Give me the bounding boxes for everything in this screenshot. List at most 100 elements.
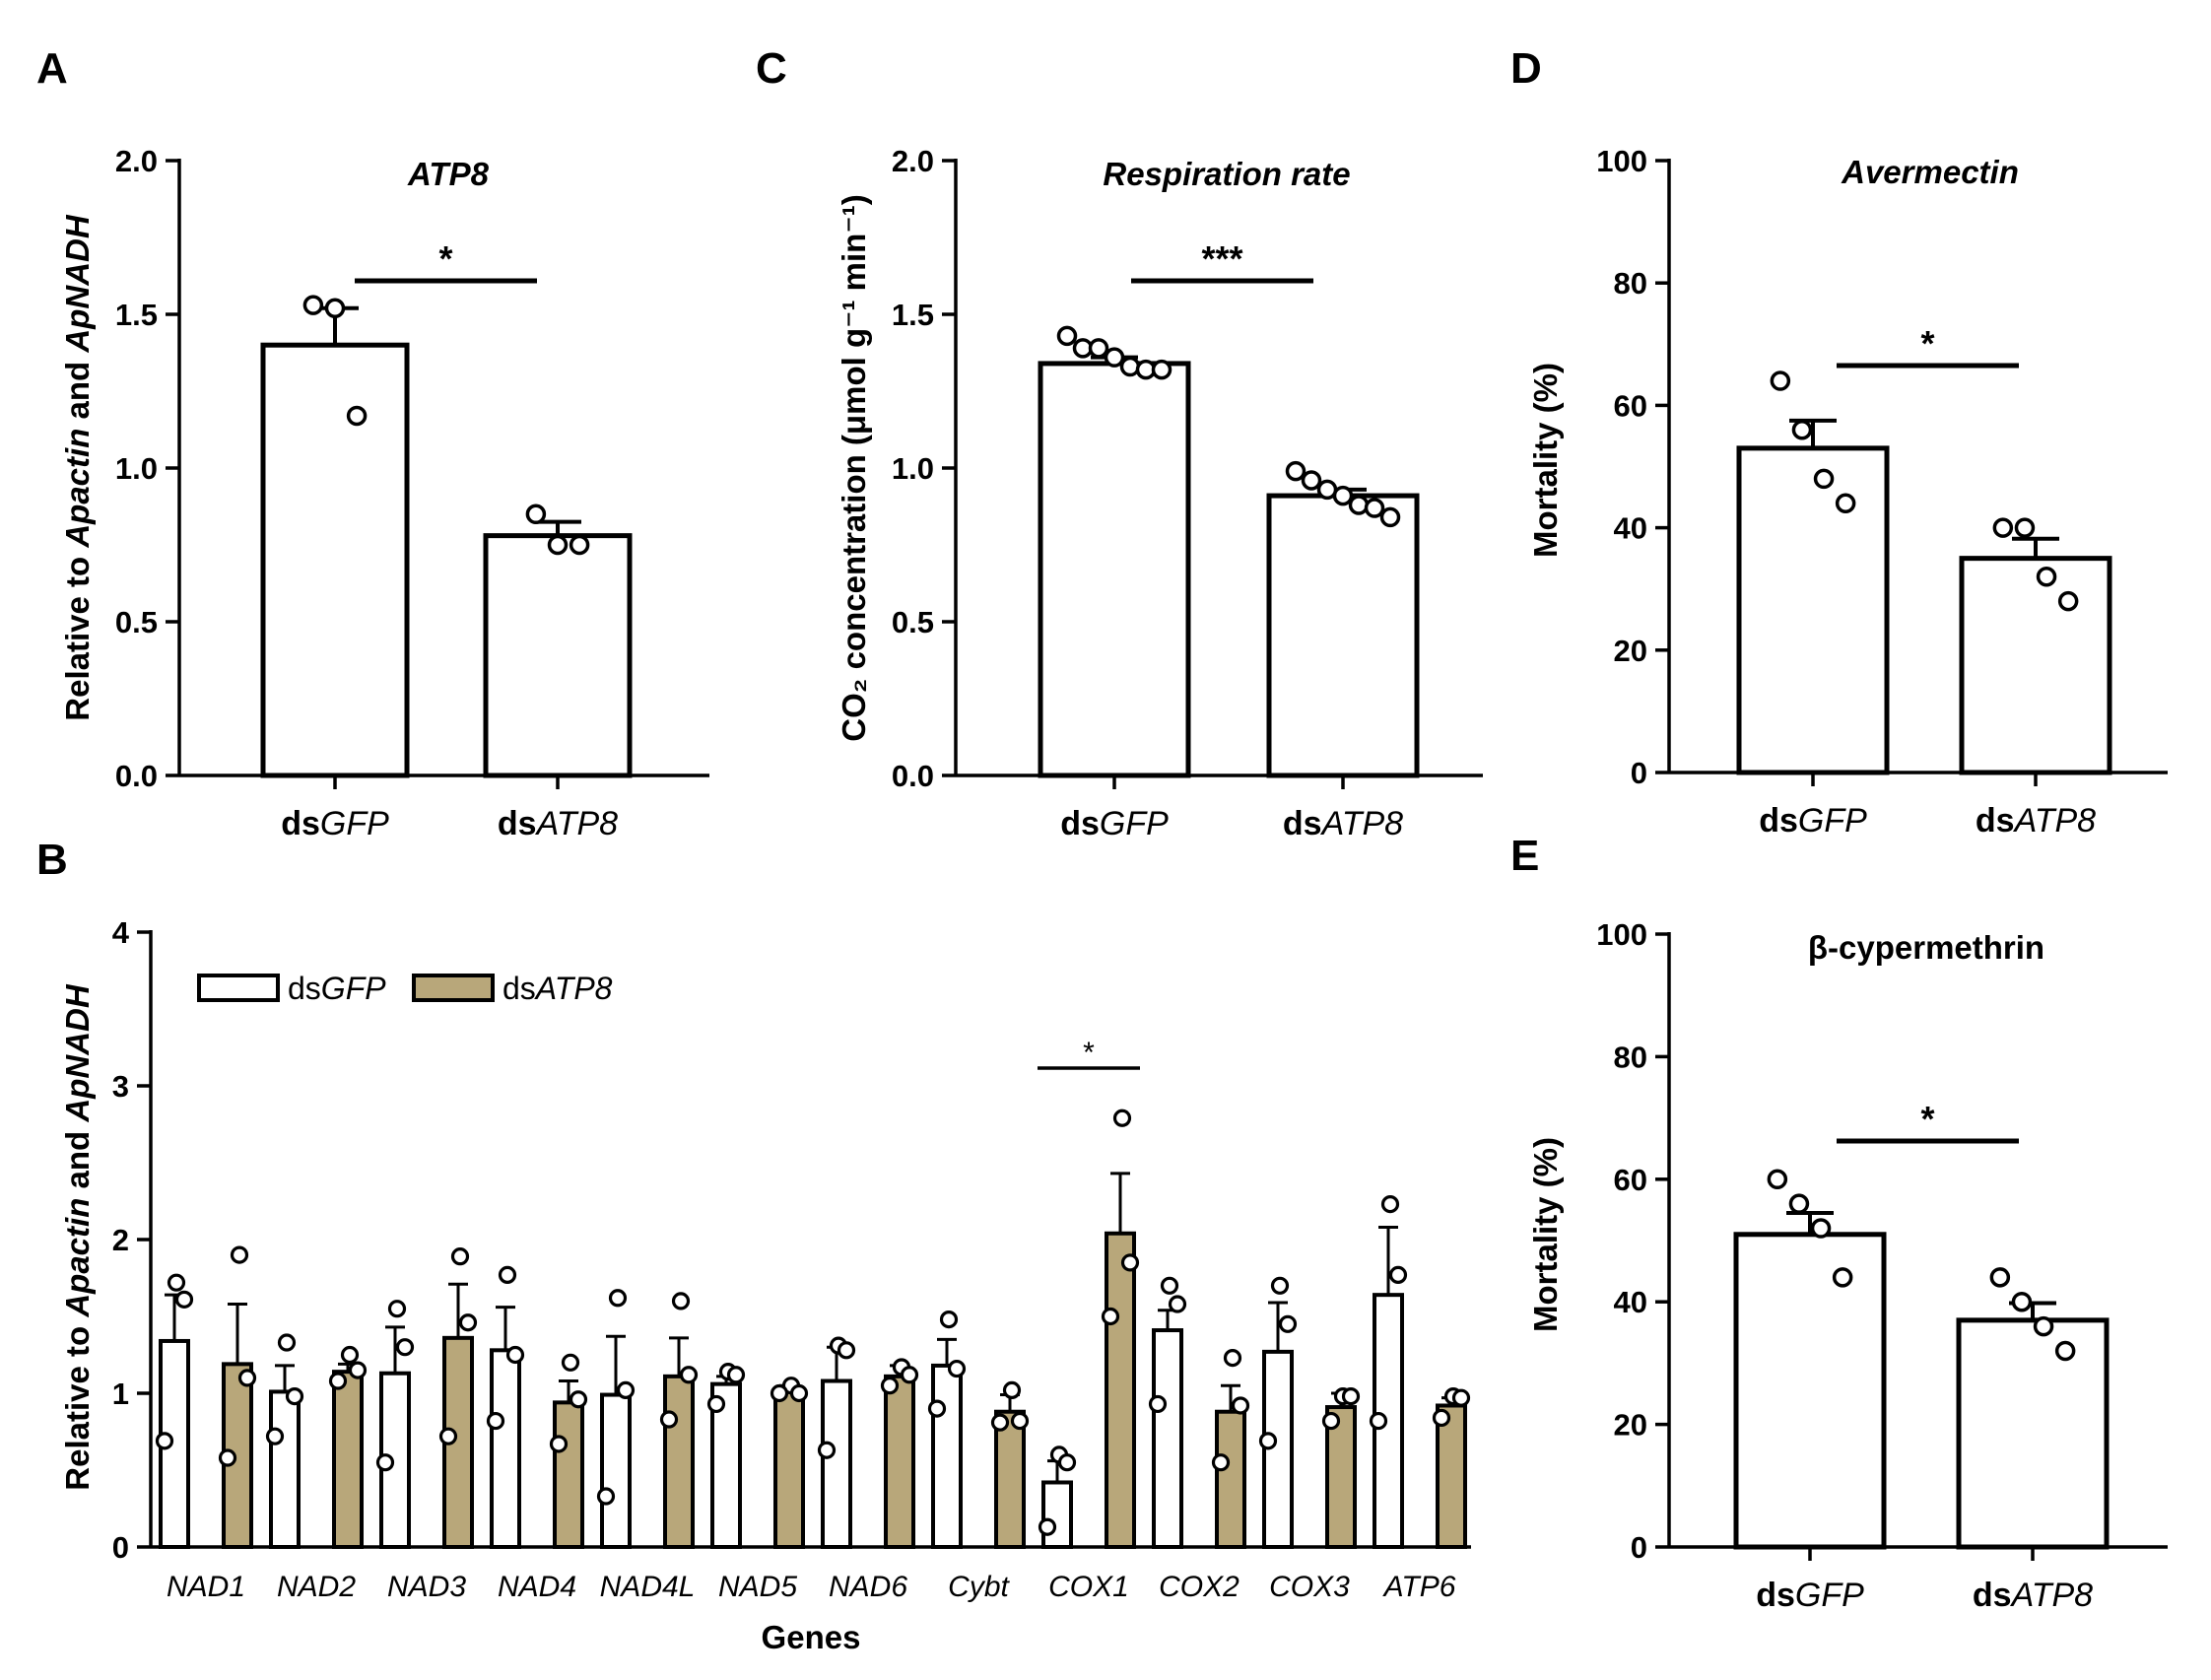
data-point (1285, 460, 1306, 482)
y-axis-label-part: ApNADH (59, 983, 96, 1122)
x-tick-label-cox3: COX3 (1269, 1571, 1350, 1603)
chart-title: Avermectin (1841, 154, 2019, 190)
data-point (285, 1387, 304, 1406)
legend-swatch-dsatp8 (412, 974, 495, 1002)
data-point (1788, 1193, 1810, 1214)
bar-COX2-series-2 (1215, 1409, 1246, 1549)
bar-Cybt-series-1 (931, 1363, 963, 1550)
data-point (2033, 1315, 2054, 1337)
data-point (2014, 517, 2036, 538)
x-tick-label-nad5: NAD5 (718, 1571, 797, 1603)
data-point (1791, 419, 1813, 440)
x-tick-label-dsATP8: dsATP8 (1976, 802, 2096, 840)
y-tick-label: 80 (1614, 266, 1647, 301)
y-tick-label: 1.5 (892, 298, 934, 332)
data-point (265, 1427, 285, 1445)
bar-NAD5-series-2 (773, 1387, 805, 1549)
data-point (1813, 468, 1835, 490)
x-tick-label-prefix: ds (498, 805, 537, 842)
bar-NAD4L-series-1 (600, 1392, 632, 1550)
x-tick-label-name: ATP8 (2013, 802, 2097, 840)
y-tick-label: 2 (112, 1223, 129, 1257)
x-tick-label-cox1: COX1 (1048, 1571, 1129, 1603)
x-tick-label-dsATP8: dsATP8 (1973, 1577, 2093, 1614)
data-point (569, 1390, 588, 1409)
bar-dsATP8 (1956, 1317, 2110, 1550)
data-point (1835, 493, 1856, 514)
significance-label: * (438, 238, 452, 279)
x-tick-label-name: GFP (320, 805, 389, 842)
y-tick-label: 2.0 (892, 144, 934, 178)
data-point (1088, 338, 1109, 359)
y-tick-label: 60 (1614, 1163, 1647, 1197)
bar-NAD2-series-2 (332, 1370, 364, 1550)
y-axis-label-part: and (59, 353, 96, 429)
x-tick-label-nad2: NAD2 (277, 1571, 356, 1603)
data-point (2054, 1340, 2076, 1362)
data-point (328, 1372, 348, 1390)
bar-dsATP8 (1959, 556, 2112, 775)
data-point (1832, 1267, 1853, 1288)
y-tick-label: 20 (1614, 634, 1647, 668)
legend-prefix: ds (288, 971, 321, 1006)
bar-NAD2-series-1 (269, 1389, 301, 1549)
data-point (438, 1427, 458, 1445)
panel-e: Eβ-cypermethrin Mortality (%) 0 20 40 60 80 100… (1510, 832, 2168, 1614)
x-tick-label-dsATP8: dsATP8 (498, 805, 618, 842)
x-axis-label: Genes (762, 1619, 861, 1655)
y-axis-label: CO₂ concentration (μmol g⁻¹ min⁻¹) (836, 194, 872, 742)
data-point (505, 1345, 525, 1365)
data-point (302, 295, 324, 315)
x-tick-label-name: GFP (1100, 805, 1169, 842)
x-tick-label-atp6: ATP6 (1382, 1571, 1456, 1603)
y-axis-label: Mortality (%) (1527, 1137, 1564, 1332)
data-point (1767, 1169, 1788, 1190)
data-point (1168, 1295, 1187, 1313)
data-point (458, 1313, 478, 1332)
panel-letter: D (1510, 44, 1542, 93)
x-tick-label-nad1: NAD1 (167, 1571, 245, 1603)
chart-title: Respiration rate (1103, 156, 1350, 192)
data-point (616, 1380, 636, 1399)
data-point (569, 534, 590, 556)
legend-name: GFP (321, 971, 386, 1006)
y-axis-label-part: Relative to (59, 1317, 96, 1491)
data-point (375, 1453, 395, 1472)
data-point (947, 1359, 967, 1378)
data-point (340, 1345, 360, 1365)
data-point (486, 1411, 505, 1431)
data-point (726, 1366, 746, 1384)
panel-a: A ATP8 Relative to Apactin and ApNADH 0.0 0.… (36, 44, 709, 842)
data-point (1104, 347, 1125, 368)
data-point (1332, 485, 1354, 506)
bar-dsGFP (1736, 445, 1890, 775)
legend-prefix: ds (502, 971, 536, 1006)
bar-NAD4-series-1 (490, 1348, 521, 1549)
y-axis-label-part: ApNADH (59, 214, 96, 353)
bar-dsATP8 (1266, 493, 1420, 778)
data-point (1056, 325, 1078, 347)
data-point (1270, 1276, 1290, 1295)
bar-COX1-series-1 (1041, 1480, 1073, 1549)
x-tick-label-prefix: ds (1060, 805, 1100, 842)
legend-swatch-dsgfp (197, 974, 280, 1002)
data-point (789, 1383, 809, 1403)
data-point (2057, 590, 2079, 612)
bar-dsGFP (260, 342, 410, 778)
legend-label-dsgfp: dsGFP (288, 971, 386, 1006)
data-point (348, 1361, 368, 1379)
panel-letter: B (36, 836, 68, 884)
y-tick-label: 0 (112, 1530, 129, 1565)
x-tick-label-nad4l: NAD4L (600, 1571, 696, 1603)
significance-label: * (1920, 1099, 1934, 1139)
x-tick-label-dsATP8: dsATP8 (1283, 805, 1403, 842)
panel-c: C Respiration rate CO₂ concentration (μmol… (756, 44, 1483, 842)
data-point (1160, 1276, 1179, 1295)
data-point (1321, 1411, 1341, 1431)
data-point (561, 1353, 580, 1372)
y-tick-label: 1.0 (892, 451, 934, 486)
data-point (1451, 1388, 1471, 1407)
bar-Cybt-series-2 (994, 1409, 1026, 1549)
x-tick-label-name: ATP8 (1320, 805, 1404, 842)
